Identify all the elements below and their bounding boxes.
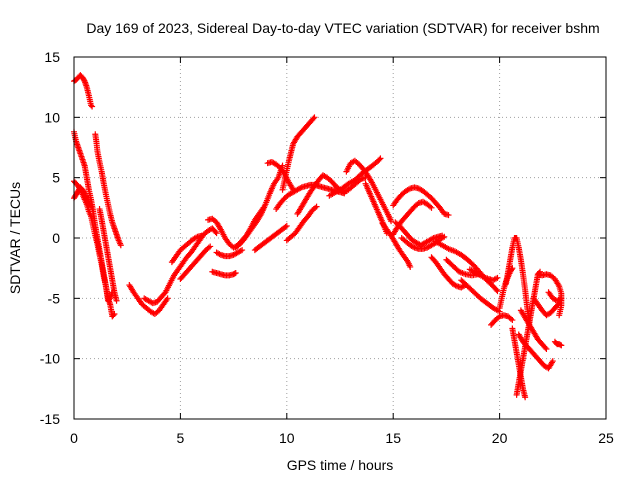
x-tick-label: 25 (598, 430, 614, 446)
data-point (428, 204, 435, 211)
series-arc-15 (251, 222, 290, 254)
data-point (212, 228, 219, 235)
series-arc-33 (466, 266, 501, 284)
y-axis: -15 -10 -5 0 5 10 15 (40, 49, 606, 427)
series-arc-22 (343, 157, 395, 225)
data-point (88, 102, 95, 109)
y-tick-label: -15 (40, 411, 60, 427)
data-point (282, 223, 289, 230)
data-point (522, 394, 529, 401)
data-point (283, 222, 290, 229)
x-axis: 0 5 10 15 20 25 (70, 57, 614, 446)
x-axis-label: GPS time / hours (287, 457, 394, 473)
series-arc-24 (379, 220, 414, 270)
data-point (87, 202, 94, 209)
x-tick-label: 10 (279, 430, 295, 446)
series-arc-18 (279, 114, 318, 193)
series-arc-32 (458, 277, 503, 315)
y-tick-label: -5 (48, 290, 61, 306)
series-arc-44 (551, 338, 565, 349)
data-point (377, 155, 384, 162)
x-tick-label: 20 (492, 430, 508, 446)
series-arc-6 (96, 206, 120, 304)
data-point (508, 266, 515, 273)
series-arc-20 (294, 172, 369, 217)
data-point (310, 115, 317, 122)
data-point (113, 297, 120, 304)
series-arc-19 (283, 203, 320, 244)
data-point (445, 212, 452, 219)
series-arc-38 (513, 268, 544, 398)
x-tick-label: 15 (385, 430, 401, 446)
series-arc-28 (398, 233, 448, 252)
data-point (493, 286, 500, 293)
data-point (557, 341, 564, 348)
series-arc-10 (177, 243, 214, 283)
data-point (231, 270, 238, 277)
series-arc-36 (502, 235, 533, 326)
data-points (71, 72, 565, 401)
data-point (198, 232, 205, 239)
series-arc-39 (515, 331, 556, 372)
data-point (441, 233, 448, 240)
data-point (80, 76, 87, 83)
y-tick-label: 15 (44, 49, 60, 65)
data-point (376, 156, 383, 163)
series-arc-11 (205, 204, 267, 251)
y-tick-label: 10 (44, 109, 60, 125)
x-tick-label: 5 (177, 430, 185, 446)
series-arc-14 (232, 162, 286, 251)
y-tick-label: 5 (52, 170, 60, 186)
data-point (558, 295, 565, 302)
series-arc-40 (517, 307, 550, 353)
data-point (207, 243, 214, 250)
series-arc-27 (392, 219, 446, 249)
data-point (558, 342, 565, 349)
data-point (542, 344, 549, 351)
series-arc-4 (71, 184, 95, 210)
data-point (111, 311, 118, 318)
x-tick-label: 0 (70, 430, 78, 446)
y-tick-label: -10 (40, 351, 60, 367)
data-point (549, 358, 556, 365)
series-arc-34 (488, 312, 516, 328)
data-point (543, 346, 550, 353)
grid (74, 57, 606, 419)
series-arc-9 (168, 232, 205, 266)
data-point (494, 288, 501, 295)
data-point (494, 274, 501, 281)
series-arc-13 (209, 268, 239, 279)
data-point (388, 218, 395, 225)
series-arc-42 (534, 271, 565, 319)
data-point (311, 114, 318, 121)
data-point (407, 263, 414, 270)
y-tick-label: 0 (52, 230, 60, 246)
series-arc-5 (92, 131, 124, 249)
data-point (164, 295, 171, 302)
series-arc-43 (545, 289, 565, 304)
data-point (89, 103, 96, 110)
data-point (117, 242, 124, 249)
data-point (239, 247, 246, 254)
series-arc-8 (141, 225, 220, 307)
series-arc-25 (390, 184, 452, 219)
data-point (313, 203, 320, 210)
series-arc-7 (126, 282, 171, 318)
series-arc-26 (390, 198, 435, 238)
data-point (213, 230, 220, 237)
series-arc-1 (71, 72, 96, 110)
chart-title: Day 169 of 2023, Sidereal Day-to-day VTE… (86, 20, 599, 36)
data-point (88, 203, 95, 210)
y-axis-label: SDTVAR / TECUs (7, 182, 23, 294)
data-point (509, 317, 516, 324)
data-point (556, 312, 563, 319)
data-point (110, 312, 117, 319)
series-arc-12 (213, 247, 246, 260)
data-point (232, 269, 239, 276)
